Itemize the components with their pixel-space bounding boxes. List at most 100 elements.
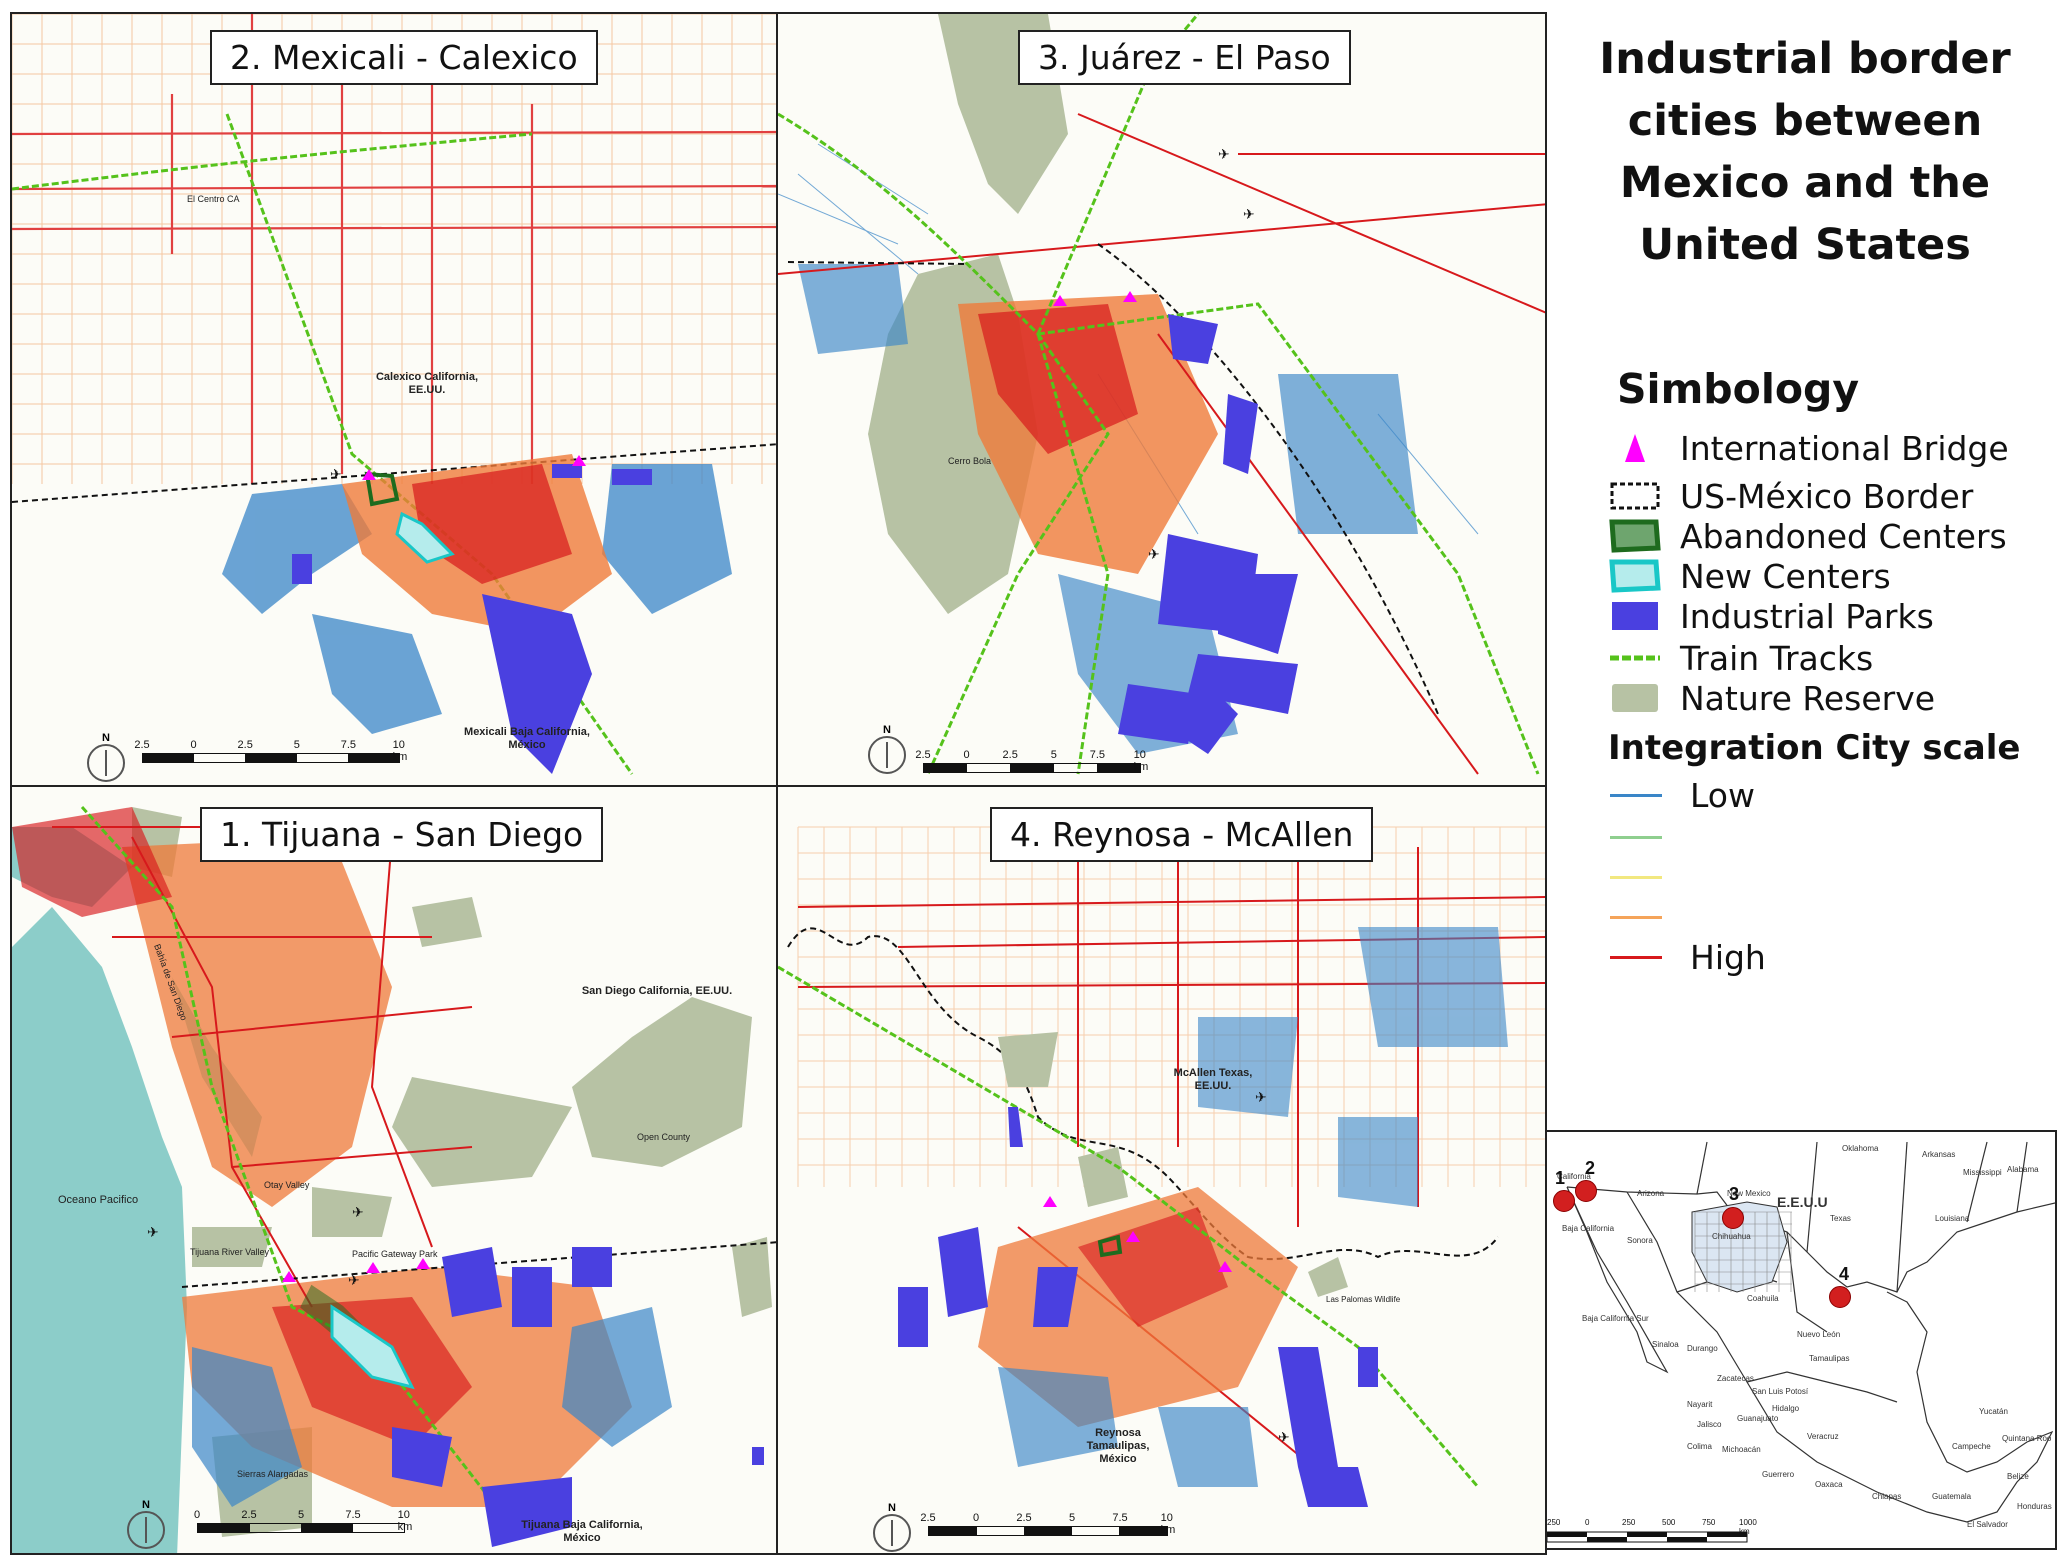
- scale-label-high: High: [1690, 937, 1766, 977]
- inset-label-baja-california-sur: Baja California Sur: [1582, 1314, 1649, 1323]
- legend-item-label: Nature Reserve: [1680, 678, 1936, 718]
- inset-marker-number: 3: [1729, 1184, 1740, 1204]
- place-label-oceano-pacifico: Oceano Pacifico: [58, 1194, 139, 1206]
- green-outline-icon: [1608, 518, 1662, 554]
- inset-scale-tick: 1000 km: [1739, 1518, 1757, 1536]
- inset-label-guerrero: Guerrero: [1762, 1470, 1795, 1479]
- inset-label-texas: Texas: [1830, 1214, 1851, 1223]
- figure-title-line: Industrial border: [1599, 34, 2011, 84]
- inset-label-zacatecas: Zacatecas: [1717, 1374, 1754, 1383]
- north-arrow-icon: N: [127, 1499, 167, 1549]
- inset-marker-number: 2: [1585, 1158, 1596, 1178]
- inset-label-durango: Durango: [1687, 1344, 1718, 1353]
- blue-fill-icon: [1608, 598, 1662, 634]
- inset-label-guanajuato: Guanajuato: [1737, 1414, 1779, 1423]
- legend-item-label: Train Tracks: [1680, 638, 1874, 678]
- place-label-tijuana-river: Tijuana River Valley: [190, 1247, 270, 1257]
- inset-label-coahuila: Coahuila: [1747, 1294, 1779, 1303]
- scale-bar-tijuana: 0 2.5 5 7.5 10 km: [193, 1509, 413, 1533]
- panel-title-tijuana: 1. Tijuana - San Diego: [200, 807, 604, 862]
- scale-label-low: Low: [1690, 775, 1755, 815]
- inset-scale-tick: 500: [1662, 1518, 1676, 1527]
- inset-marker-dot: [1575, 1180, 1597, 1202]
- inset-label-arkansas: Arkansas: [1922, 1150, 1956, 1159]
- place-label-pacific-gateway: Pacific Gateway Park: [352, 1249, 438, 1259]
- dashed-box-icon: [1608, 478, 1662, 514]
- inset-label-belize: Belize: [2007, 1472, 2029, 1481]
- inset-country-label: E.E.U.U: [1777, 1194, 1828, 1210]
- place-label-sierras: Sierras Alargadas: [237, 1469, 309, 1479]
- inset-label-guatemala: Guatemala: [1932, 1492, 1972, 1501]
- integration-scale-step: [1610, 820, 1970, 854]
- legend-item-international-bridge: International Bridge: [1608, 429, 2009, 468]
- inset-label-chiapas: Chiapas: [1872, 1492, 1902, 1501]
- integration-scale-title: Integration City scale: [1608, 728, 2021, 768]
- north-arrow-icon: N: [873, 1502, 913, 1552]
- scale-line-mid: [1610, 875, 1662, 879]
- svg-text:✈: ✈: [1243, 207, 1255, 223]
- place-label-tijuana: Tijuana Baja California, México: [521, 1519, 643, 1545]
- inset-scale-tick: 250: [1622, 1518, 1636, 1527]
- legend-item-label: Abandoned Centers: [1680, 516, 2007, 556]
- scale-line-mid-low: [1610, 835, 1662, 839]
- inset-marker-number: 4: [1839, 1264, 1850, 1284]
- juarez-map-graphic: ✈ ✈ ✈: [778, 14, 1545, 785]
- svg-text:✈: ✈: [1278, 1430, 1290, 1446]
- inset-label-new-mexico: New Mexico: [1727, 1189, 1771, 1198]
- inset-label-nuevo-leon: Nuevo León: [1797, 1330, 1841, 1339]
- place-label-palomas: Las Palomas Wildlife: [1326, 1295, 1401, 1304]
- inset-label-nayarit: Nayarit: [1687, 1400, 1713, 1409]
- svg-text:✈: ✈: [330, 467, 342, 483]
- legend-item-nature-reserve: Nature Reserve: [1608, 678, 1936, 718]
- inset-scale-bar: 250 0 250 500 750 1000 km: [1547, 1518, 1757, 1536]
- inset-label-alabama: Alabama: [2007, 1165, 2039, 1174]
- legend-item-border: US-México Border: [1608, 476, 1974, 516]
- inset-label-veracruz: Veracruz: [1807, 1432, 1839, 1441]
- place-label-san-diego: San Diego California, EE.UU.: [581, 985, 733, 997]
- integration-scale-low: Low: [1610, 775, 1970, 815]
- legend-item-new-centers: New Centers: [1608, 556, 1891, 596]
- panel-title-juarez: 3. Juárez - El Paso: [1018, 30, 1351, 85]
- integration-scale-step: [1610, 860, 1970, 894]
- inset-label-arizona: Arizona: [1637, 1189, 1665, 1198]
- inset-label-michoacan: Michoacán: [1722, 1445, 1761, 1454]
- reynosa-map-graphic: ✈ ✈: [778, 787, 1545, 1553]
- inset-scale-tick: 750: [1702, 1518, 1716, 1527]
- svg-text:✈: ✈: [348, 1273, 360, 1289]
- tijuana-map-graphic: ✈ ✈ ✈: [12, 787, 776, 1553]
- legend-title: Simbology: [1617, 365, 1860, 413]
- inset-marker-dot: [1829, 1286, 1851, 1308]
- integration-scale-high: High: [1610, 937, 1970, 977]
- legend-item-label: New Centers: [1680, 556, 1891, 596]
- inset-label-sonora: Sonora: [1627, 1236, 1653, 1245]
- map-panel-mexicali: ✈ 2. Mexicali - Calexico El Centro CA Ca…: [10, 12, 778, 787]
- inset-label-louisiana: Louisiana: [1935, 1214, 1970, 1223]
- inset-label-colima: Colima: [1687, 1442, 1712, 1451]
- place-label-open-county: Open County: [637, 1132, 691, 1142]
- place-label-calexico: Calexico California, EE.UU.: [375, 371, 479, 397]
- inset-label-san-luis-potosi: San Luis Potosí: [1752, 1387, 1809, 1396]
- scale-line-low: [1610, 793, 1662, 797]
- inset-label-sinaloa: Sinaloa: [1652, 1340, 1679, 1349]
- inset-label-campeche: Campeche: [1952, 1442, 1991, 1451]
- scale-bar-juarez: 2.5 0 2.5 5 7.5 10 km: [915, 749, 1149, 773]
- north-arrow-icon: N: [87, 732, 127, 782]
- scale-line-high: [1610, 955, 1662, 959]
- figure-title-line: United States: [1639, 220, 1971, 270]
- legend-item-label: US-México Border: [1680, 476, 1974, 516]
- panel-title-mexicali: 2. Mexicali - Calexico: [210, 30, 598, 85]
- legend-item-industrial-parks: Industrial Parks: [1608, 596, 1934, 636]
- legend-item-abandoned-centers: Abandoned Centers: [1608, 516, 2007, 556]
- integration-scale-step: [1610, 900, 1970, 934]
- legend-item-label: Industrial Parks: [1680, 596, 1934, 636]
- scale-bar-mexicali: 2.5 0 2.5 5 7.5 10 km: [134, 739, 408, 763]
- figure-title-line: Mexico and the: [1619, 158, 1991, 208]
- panel-title-reynosa: 4. Reynosa - McAllen: [990, 807, 1374, 862]
- magenta-triangle-icon: [1608, 430, 1662, 466]
- inset-label-baja-california: Baja California: [1562, 1224, 1615, 1233]
- inset-marker-dot: [1722, 1207, 1744, 1229]
- map-panel-juarez: ✈ ✈ ✈ 3. Juárez - El Paso Cerro Bola N 2…: [776, 12, 1547, 787]
- inset-marker-number: 1: [1555, 1168, 1566, 1188]
- inset-label-el-salvador: El Salvador: [1967, 1520, 2008, 1529]
- scale-bar-reynosa: 2.5 0 2.5 5 7.5 10 km: [920, 1512, 1176, 1536]
